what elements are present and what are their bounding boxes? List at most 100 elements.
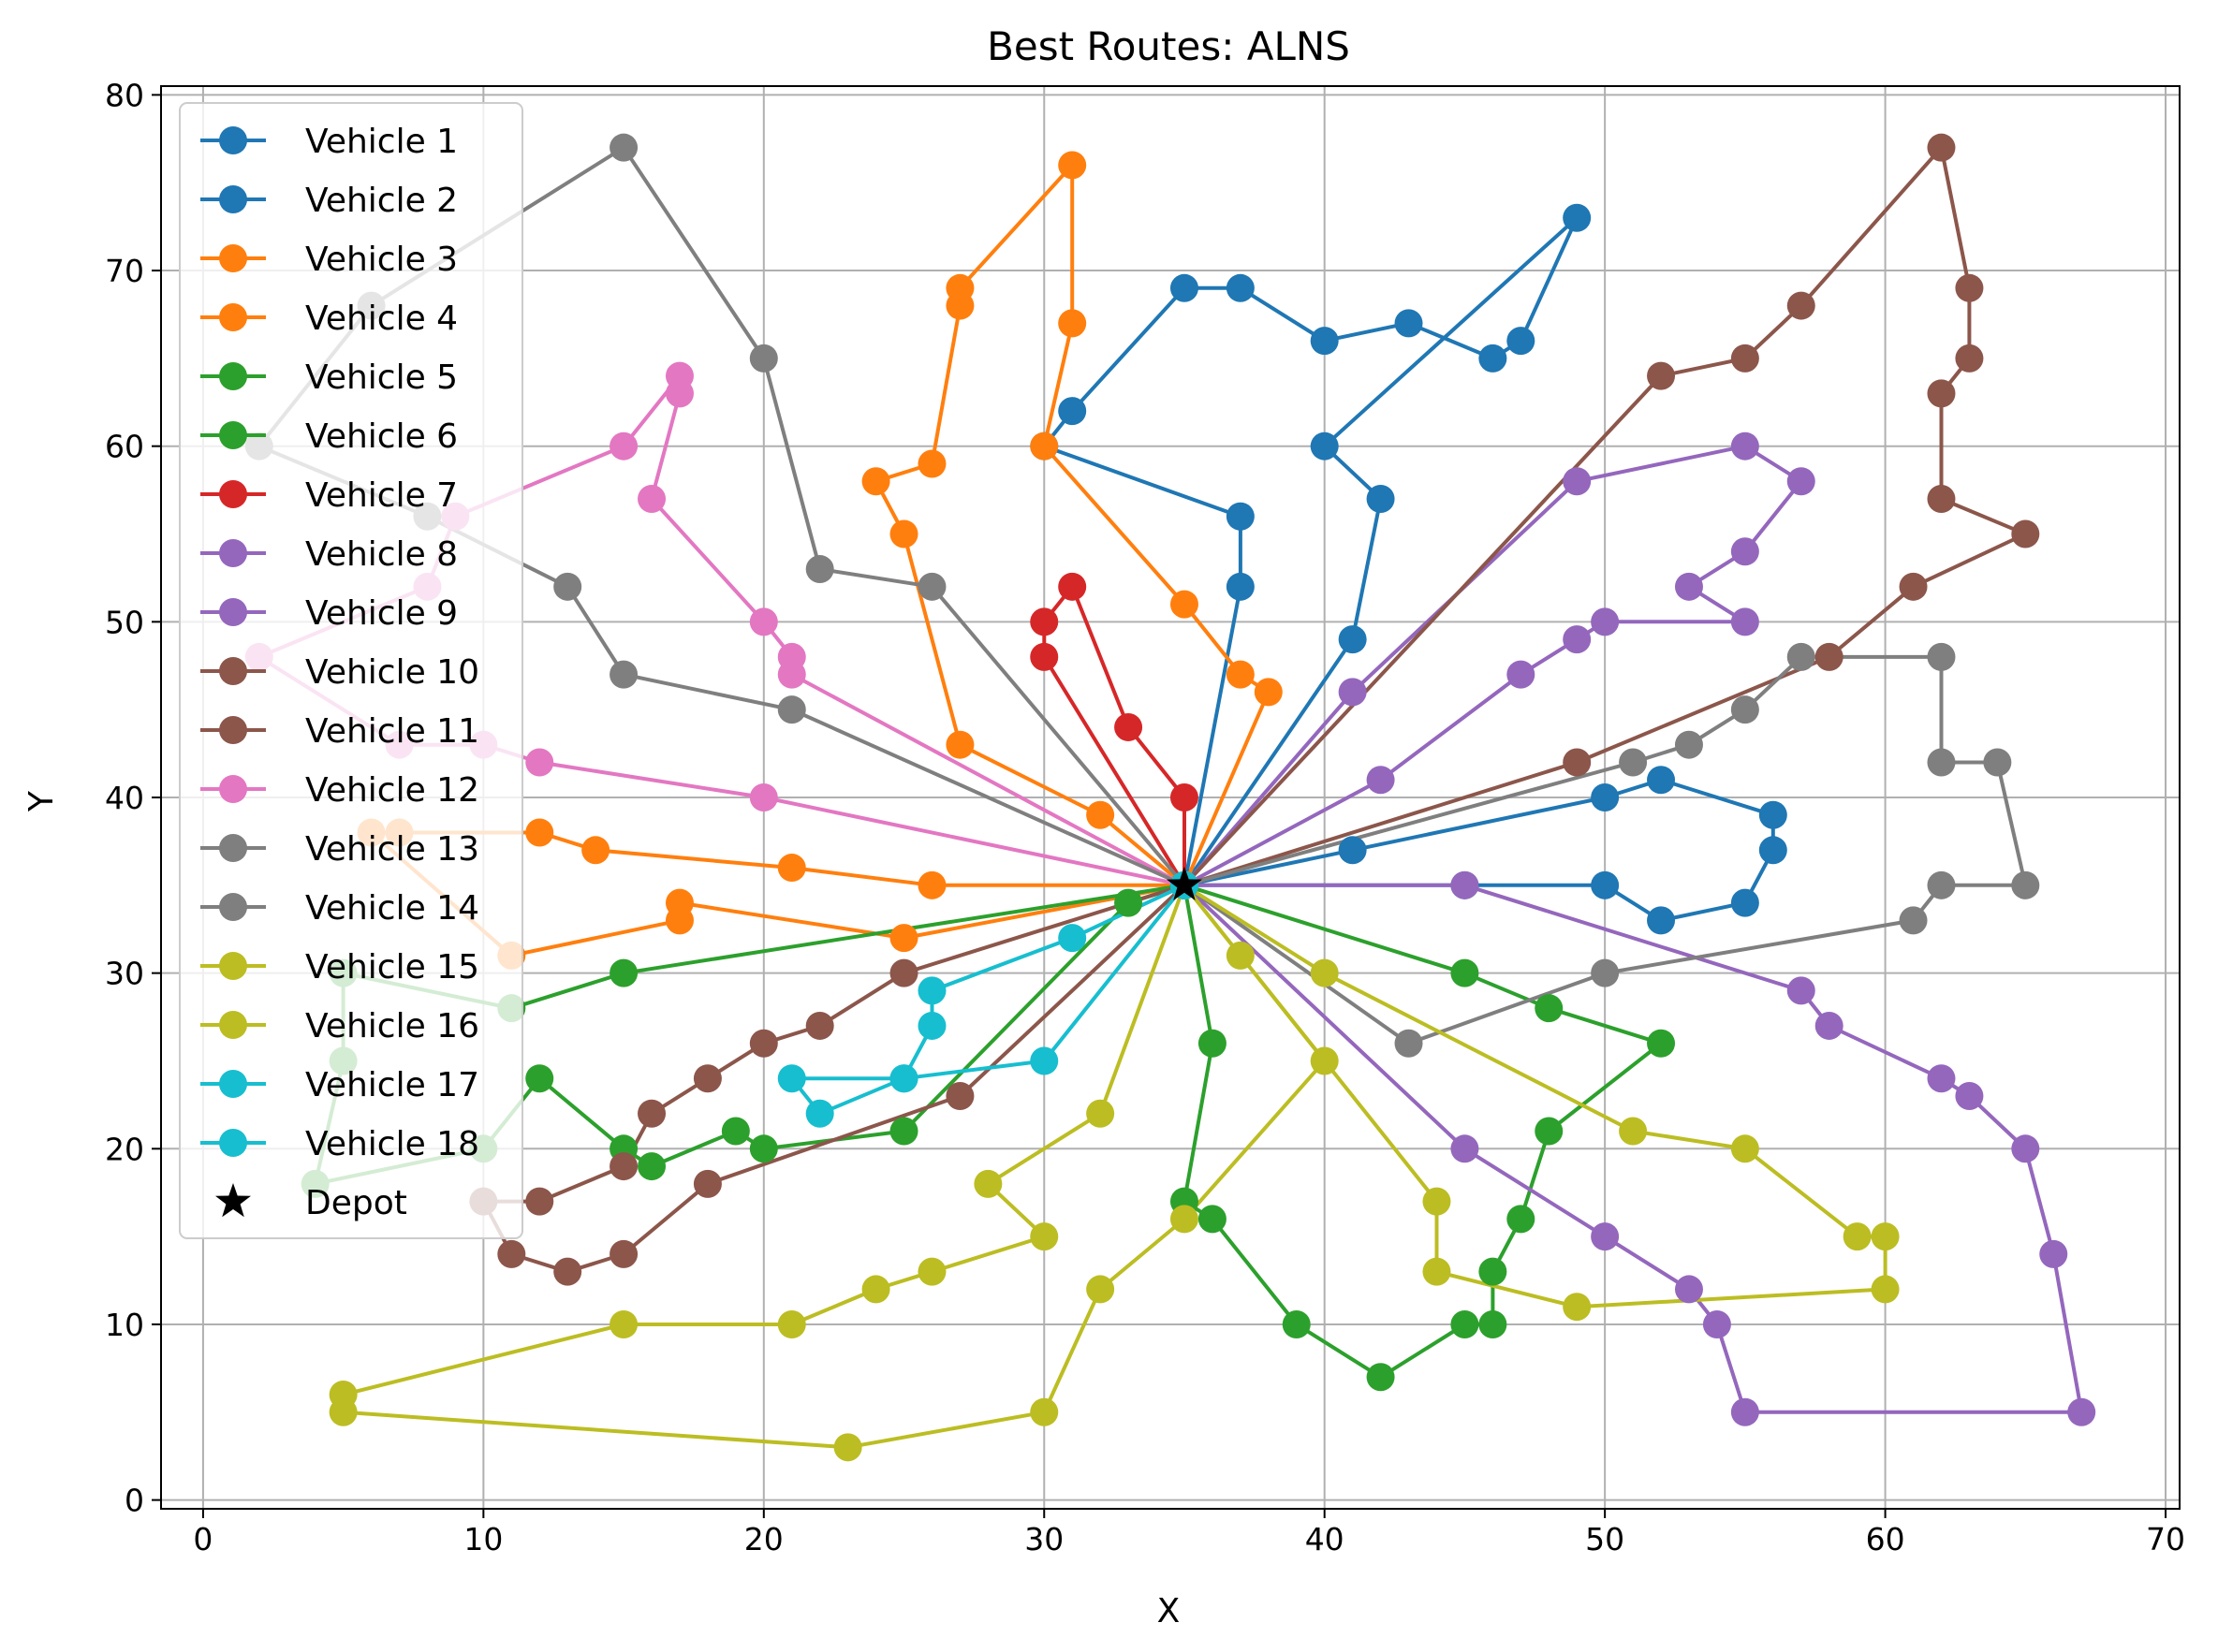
legend-marker-swatch: [219, 185, 247, 213]
route-point-vehicle-16: [833, 1433, 862, 1462]
route-point-vehicle-1: [1478, 344, 1507, 373]
route-point-vehicle-15: [1422, 1187, 1451, 1216]
route-point-vehicle-11: [638, 1099, 667, 1128]
x-axis-label: X: [1157, 1592, 1181, 1630]
legend-entry-label: Vehicle 8: [305, 535, 458, 574]
route-point-vehicle-2: [1730, 888, 1759, 917]
route-point-vehicle-11: [749, 1029, 778, 1058]
route-point-vehicle-13: [918, 572, 947, 601]
route-point-vehicle-14: [1983, 748, 2012, 777]
route-point-vehicle-16: [861, 1275, 890, 1304]
route-point-vehicle-3: [1226, 660, 1255, 689]
route-point-vehicle-5: [1535, 1117, 1564, 1146]
route-point-vehicle-6: [1114, 888, 1143, 917]
legend-marker-swatch: [219, 893, 247, 921]
route-point-vehicle-4: [889, 924, 918, 953]
legend-marker-swatch: [219, 362, 247, 390]
legend-entry-label: Depot: [305, 1184, 407, 1222]
route-point-vehicle-14: [1674, 730, 1703, 759]
route-point-vehicle-8: [1366, 766, 1395, 795]
route-point-vehicle-1: [1226, 502, 1255, 531]
route-point-vehicle-14: [2011, 870, 2040, 899]
route-point-vehicle-10: [1814, 642, 1843, 671]
y-tick-label: 50: [105, 604, 144, 640]
route-point-vehicle-3: [1254, 678, 1283, 707]
route-point-vehicle-14: [1394, 1029, 1423, 1058]
route-point-vehicle-6: [610, 958, 639, 987]
y-tick-label: 40: [105, 780, 144, 816]
x-tick-label: 10: [463, 1521, 503, 1557]
legend-entry-label: Vehicle 5: [305, 358, 458, 397]
route-point-vehicle-14: [1786, 642, 1815, 671]
route-point-vehicle-1: [1310, 431, 1339, 461]
route-point-vehicle-14: [1927, 642, 1956, 671]
x-tick-label: 0: [193, 1521, 213, 1557]
legend-marker-swatch: [219, 834, 247, 862]
legend-marker-swatch: [219, 480, 247, 508]
route-point-vehicle-17: [777, 1064, 806, 1093]
route-point-vehicle-9: [1674, 1275, 1703, 1304]
route-point-vehicle-14: [1591, 958, 1620, 987]
route-point-vehicle-2: [1647, 906, 1676, 935]
route-line-vehicle-17: [789, 883, 1186, 1116]
legend-entry-label: Vehicle 13: [305, 830, 479, 869]
route-point-vehicle-12: [749, 607, 778, 636]
x-tick-label: 30: [1024, 1521, 1064, 1557]
route-point-vehicle-8: [1563, 625, 1592, 654]
route-point-vehicle-12: [665, 361, 694, 390]
y-tick-label: 10: [105, 1307, 144, 1343]
legend-entry-label: Vehicle 10: [305, 653, 479, 692]
legend: Vehicle 1 Vehicle 2 Vehicle 3 Vehicle 4 Vehi…: [179, 102, 523, 1239]
route-point-vehicle-2: [1591, 783, 1620, 811]
route-point-vehicle-3: [918, 449, 947, 478]
legend-box: [179, 102, 523, 1239]
route-point-vehicle-5: [1478, 1257, 1507, 1286]
route-point-vehicle-16: [1086, 1099, 1115, 1128]
route-point-vehicle-6: [638, 1152, 667, 1181]
route-point-vehicle-1: [1563, 203, 1592, 232]
route-point-vehicle-11: [946, 1082, 975, 1111]
legend-entry-label: Vehicle 6: [305, 417, 458, 456]
route-point-vehicle-4: [918, 870, 947, 899]
route-line-vehicle-1: [1042, 215, 1579, 886]
route-point-vehicle-16: [918, 1257, 947, 1286]
route-point-vehicle-10: [1955, 344, 1984, 373]
route-point-vehicle-15: [1619, 1117, 1648, 1146]
route-point-vehicle-17: [1058, 924, 1087, 953]
route-point-vehicle-8: [1506, 660, 1535, 689]
route-point-vehicle-6: [889, 1117, 918, 1146]
legend-entry-label: Vehicle 12: [305, 771, 479, 810]
legend-entry-label: Vehicle 18: [305, 1125, 479, 1163]
route-point-vehicle-14: [1730, 695, 1759, 724]
route-point-vehicle-16: [777, 1309, 806, 1338]
route-point-vehicle-17: [889, 1064, 918, 1093]
route-point-vehicle-1: [1226, 273, 1255, 302]
route-point-vehicle-17: [1030, 1046, 1059, 1075]
route-point-vehicle-9: [1702, 1309, 1731, 1338]
legend-marker-swatch: [219, 244, 247, 272]
route-point-vehicle-7: [1030, 607, 1059, 636]
route-point-vehicle-4: [525, 818, 554, 847]
depot-star-icon: [1167, 866, 1202, 900]
legend-marker-swatch: [219, 598, 247, 626]
route-point-vehicle-4: [665, 888, 694, 917]
legend-marker-swatch: [219, 952, 247, 980]
y-tick-label: 80: [105, 77, 144, 113]
route-point-vehicle-9: [2039, 1239, 2068, 1268]
route-point-vehicle-1: [1310, 327, 1339, 356]
legend-marker-swatch: [219, 1129, 247, 1157]
route-point-vehicle-11: [497, 1239, 526, 1268]
y-tick-label: 60: [105, 429, 144, 465]
route-point-vehicle-6: [721, 1117, 750, 1146]
route-point-vehicle-13: [777, 695, 806, 724]
route-point-vehicle-12: [638, 484, 667, 513]
route-point-vehicle-8: [1338, 678, 1367, 707]
route-point-vehicle-9: [1591, 1222, 1620, 1251]
route-point-vehicle-10: [1927, 133, 1956, 162]
route-point-vehicle-9: [2011, 1134, 2040, 1163]
route-point-vehicle-17: [918, 976, 947, 1005]
chart-title: Best Routes: ALNS: [987, 23, 1350, 69]
route-point-vehicle-3: [1169, 590, 1198, 619]
route-point-vehicle-11: [693, 1169, 722, 1198]
route-point-vehicle-11: [553, 1257, 582, 1286]
